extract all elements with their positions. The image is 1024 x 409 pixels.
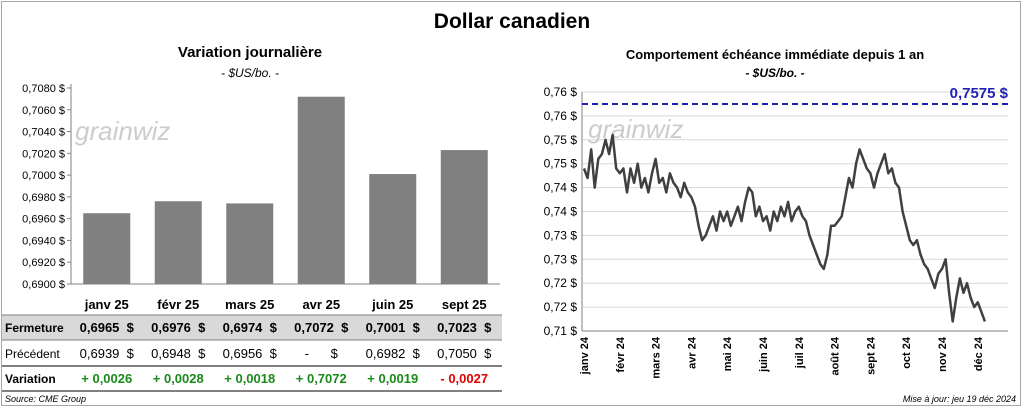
x-tick-label: juin 24	[758, 336, 770, 373]
table-cell: 0,6956 $	[223, 346, 278, 361]
y-tick-label: 0,71 $	[544, 324, 578, 338]
y-tick-label: 0,75 $	[544, 133, 578, 147]
category-label: sept 25	[442, 297, 487, 312]
table-row-label: Fermeture	[5, 321, 64, 335]
bar-avr-25	[297, 96, 345, 284]
x-tick-label: févr 24	[615, 336, 627, 372]
one-year-chart: 0,71 $ 0,72 $ 0,72 $ 0,73 $ 0,73 $ 0,74 $ 0,74…	[544, 85, 1009, 379]
page-title: Dollar canadien	[433, 10, 591, 33]
y-tick-label: 0,6900 $	[22, 279, 65, 291]
x-tick-label: déc 24	[973, 336, 985, 371]
y-tick-label: 0,73 $	[544, 252, 578, 266]
table-cell: + 0,0019	[367, 371, 418, 386]
y-tick-label: 0,76 $	[544, 109, 578, 123]
right-chart-subtitle: - $US/bo. -	[745, 66, 805, 80]
y-tick-label: 0,76 $	[544, 85, 578, 99]
y-tick-label: 0,75 $	[544, 157, 578, 171]
table-cell: 0,6976 $	[151, 320, 206, 335]
y-tick-label: 0,74 $	[544, 205, 578, 219]
table-row-closing-bg	[2, 315, 502, 340]
bar-févr-25	[154, 201, 202, 284]
bar-mars-25	[226, 203, 274, 284]
category-label: juin 25	[371, 297, 413, 312]
update-note: Mise à jour: jeu 19 déc 2024	[902, 394, 1016, 404]
table-cell: + 0,0028	[153, 371, 204, 386]
table-cell: - $	[305, 346, 339, 361]
table-cell: - 0,0027	[440, 371, 488, 386]
left-chart-title: Variation journalière	[177, 44, 323, 61]
y-tick-label: 0,6980 $	[22, 192, 65, 204]
y-tick-label: 0,7080 $	[22, 83, 65, 95]
x-tick-label: août 24	[830, 336, 842, 375]
bar-janv-25	[83, 213, 131, 284]
table-cell: + 0,0018	[224, 371, 275, 386]
table-cell: 0,6965 $	[80, 320, 135, 335]
category-label: janv 25	[84, 297, 129, 312]
table-cell: 0,6982 $	[366, 346, 421, 361]
x-tick-label: avr 24	[686, 336, 698, 369]
y-tick-label: 0,6960 $	[22, 214, 65, 226]
table-cell: 0,6974 $	[223, 320, 278, 335]
y-tick-label: 0,7000 $	[22, 170, 65, 182]
x-tick-label: mars 24	[651, 336, 663, 378]
table-cell: 0,7001 $	[366, 320, 421, 335]
watermark-logo: grainwiz	[75, 116, 170, 146]
y-tick-label: 0,74 $	[544, 181, 578, 195]
x-tick-label: juil 24	[794, 336, 806, 369]
price-series-line	[582, 133, 987, 323]
table-cell: 0,7023 $	[437, 320, 492, 335]
y-tick-label: 0,7060 $	[22, 105, 65, 117]
x-tick-label: nov 24	[937, 336, 949, 372]
table-cell: 0,6939 $	[80, 346, 135, 361]
watermark-logo: grainwiz	[588, 114, 683, 144]
table-cell: + 0,7072	[296, 371, 347, 386]
source-note: Source: CME Group	[5, 394, 87, 404]
table-cell: 0,6948 $	[151, 346, 206, 361]
y-tick-label: 0,6940 $	[22, 235, 65, 247]
left-chart-subtitle: - $US/bo. -	[220, 66, 280, 80]
x-tick-label: oct 24	[901, 336, 913, 369]
y-tick-label: 0,72 $	[544, 276, 578, 290]
y-tick-label: 0,6920 $	[22, 257, 65, 269]
category-label: févr 25	[157, 297, 199, 312]
table-cell: 0,7050 $	[437, 346, 492, 361]
y-tick-label: 0,7040 $	[22, 127, 65, 139]
bar-sept-25	[440, 150, 488, 284]
daily-variation-chart: grainwiz 0,6900 $ 0,6920 $ 0,6940 $ 0,6960 $…	[2, 83, 502, 392]
table-row-label: Précédent	[5, 347, 60, 361]
y-tick-label: 0,72 $	[544, 300, 578, 314]
x-tick-label: mai 24	[722, 336, 734, 371]
category-label: avr 25	[302, 297, 340, 312]
y-tick-label: 0,7020 $	[22, 148, 65, 160]
bar-juin-25	[369, 174, 417, 284]
x-tick-label: janv 24	[579, 336, 591, 375]
table-cell: + 0,0026	[81, 371, 132, 386]
table-row-label: Variation	[5, 372, 56, 386]
right-chart-title: Comportement échéance immédiate depuis 1…	[625, 47, 925, 62]
x-tick-label: sept 24	[865, 336, 877, 375]
table-cell: 0,7072 $	[294, 320, 349, 335]
y-tick-label: 0,73 $	[544, 228, 578, 242]
reference-label: 0,7575 $	[950, 85, 1009, 102]
category-label: mars 25	[225, 297, 274, 312]
